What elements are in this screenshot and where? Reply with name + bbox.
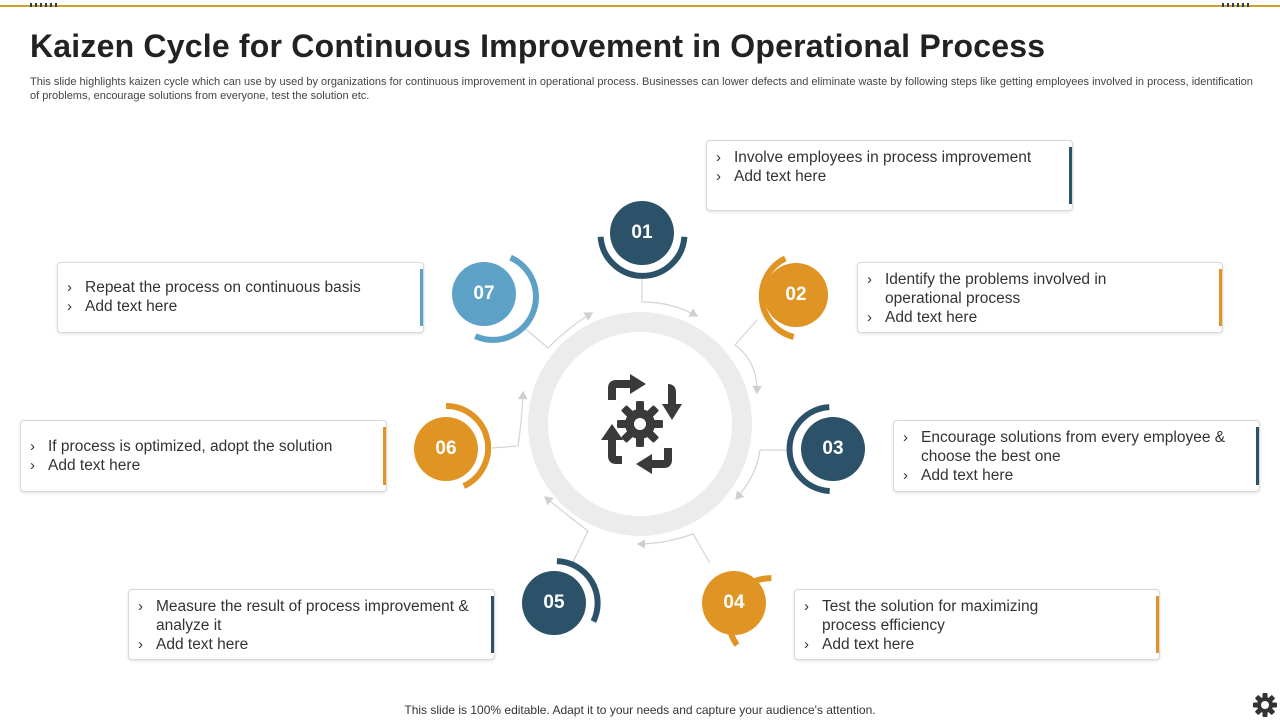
step-03-textbox: Encourage solutions from every employee … <box>893 420 1260 492</box>
arc-07 <box>474 254 539 343</box>
arc-01 <box>597 236 688 279</box>
step-05-bullet-1: Measure the result of process improvemen… <box>138 597 480 635</box>
step-01-bullet-2: Add text here <box>716 167 1058 186</box>
step-03-bullet-1: Encourage solutions from every employee … <box>903 428 1245 466</box>
connector-02-03 <box>734 319 763 395</box>
connector-04-05 <box>636 533 711 564</box>
step-06-accent-bar <box>383 427 386 485</box>
step-05-accent-bar <box>491 596 494 653</box>
page-subtitle: This slide highlights kaizen cycle which… <box>30 76 1253 102</box>
top-left-decoration <box>30 3 58 7</box>
step-06-bullet-1: If process is optimized, adopt the solut… <box>30 437 372 456</box>
step-06-bullet-2: Add text here <box>30 456 372 475</box>
connector-lines <box>491 278 788 564</box>
step-06-badge: 06 <box>414 417 478 481</box>
step-01-textbox: Involve employees in process improvement… <box>706 140 1073 211</box>
connector-07-01 <box>521 312 594 349</box>
step-07-badge: 07 <box>452 262 516 326</box>
step-02-bullet-2: Add text here <box>867 308 1208 327</box>
step-03-bullet-2: Add text here <box>903 466 1245 485</box>
connector-03-04 <box>735 449 788 500</box>
step-01-accent-bar <box>1069 147 1072 204</box>
top-right-decoration <box>1222 3 1250 7</box>
arc-05 <box>556 558 601 623</box>
step-07-bullet-2: Add text here <box>67 297 409 316</box>
step-05-bullet-2: Add text here <box>138 635 480 654</box>
step-02-accent-bar <box>1219 269 1222 326</box>
arc-02 <box>758 255 795 340</box>
step-06-textbox: If process is optimized, adopt the solut… <box>20 420 387 492</box>
step-02-bullet-1: Identify the problems involved in operat… <box>867 270 1208 308</box>
top-accent-line <box>0 5 1280 7</box>
step-04-bullet-2: Add text here <box>804 635 1145 654</box>
step-02-badge: 02 <box>764 263 828 327</box>
arc-03 <box>786 404 830 494</box>
step-07-textbox: Repeat the process on continuous basis A… <box>57 262 424 333</box>
step-03-accent-bar <box>1256 427 1259 485</box>
step-01-bullet-1: Involve employees in process improvement <box>716 148 1058 167</box>
footer-note: This slide is 100% editable. Adapt it to… <box>404 703 876 717</box>
center-ring <box>528 312 752 536</box>
cycle-gear-icon <box>601 374 682 474</box>
step-01-badge: 01 <box>610 201 674 265</box>
step-02-textbox: Identify the problems involved in operat… <box>857 262 1223 333</box>
step-03-badge: 03 <box>801 417 865 481</box>
page-title: Kaizen Cycle for Continuous Improvement … <box>30 28 1046 64</box>
arc-06 <box>445 402 492 489</box>
step-04-bullet-1: Test the solution for maximizing process… <box>804 597 1145 635</box>
step-05-badge: 05 <box>522 571 586 635</box>
connector-06-07 <box>491 390 528 449</box>
step-04-badge: 04 <box>702 571 766 635</box>
connector-05-06 <box>544 496 589 563</box>
connector-01-02 <box>641 278 699 317</box>
step-05-textbox: Measure the result of process improvemen… <box>128 589 495 660</box>
step-07-accent-bar <box>420 269 423 326</box>
gear-icon[interactable] <box>1252 692 1278 718</box>
step-04-textbox: Test the solution for maximizing process… <box>794 589 1160 660</box>
step-07-bullet-1: Repeat the process on continuous basis <box>67 278 409 297</box>
step-04-accent-bar <box>1156 596 1159 653</box>
